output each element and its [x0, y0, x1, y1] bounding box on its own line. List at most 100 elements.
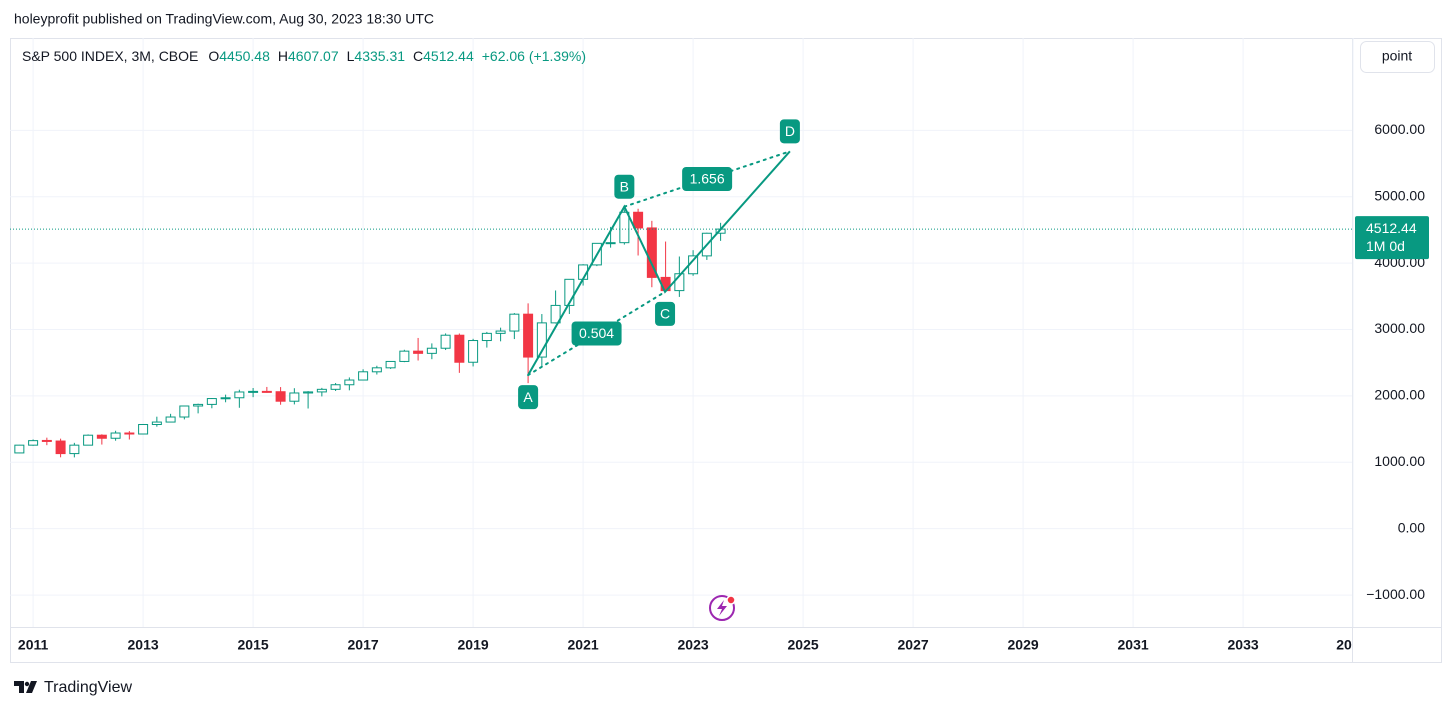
x-tick-label: 2027 [898, 637, 929, 653]
candle-body [633, 211, 644, 229]
candle-body [220, 397, 231, 400]
pattern-ratio-line [623, 150, 791, 208]
candle-body [193, 403, 204, 407]
grid [10, 38, 1354, 627]
candle-body [289, 392, 300, 402]
x-tick-label: 20 [1336, 637, 1352, 653]
y-tick-label: 6000.00 [1374, 121, 1425, 137]
candle-body [440, 334, 451, 349]
candle-body [248, 390, 259, 393]
price-tag [1355, 216, 1429, 260]
price-tag-countdown: 1M 0d [1366, 238, 1405, 254]
point-box [518, 385, 539, 410]
candle-body [371, 367, 382, 373]
x-tick-label: 2023 [678, 637, 709, 653]
chart-frame [10, 38, 1442, 663]
header: holeyprofit published on TradingView.com… [14, 11, 434, 27]
footer-brand: TradingView [44, 679, 132, 696]
x-tick-label: 2031 [1118, 637, 1149, 653]
candle-body [275, 391, 286, 402]
candle-body [206, 398, 217, 405]
legend-part: 4335.31 [354, 48, 405, 64]
candle-body [619, 211, 630, 244]
legend-part: L [347, 48, 355, 64]
legend: S&P 500 INDEX, 3M, CBOE O4450.48 H4607.07 L… [22, 48, 586, 64]
y-tick-label: 3000.00 [1374, 320, 1425, 336]
pattern-ratio-line [527, 290, 667, 377]
candle-body [344, 379, 355, 386]
candle-body [454, 334, 465, 363]
candle-body [564, 278, 575, 306]
x-tick-label: 2013 [128, 637, 159, 653]
ratio-label: 0.504 [579, 325, 614, 341]
legend-part: 4450.48 [219, 48, 270, 64]
candle-body [28, 440, 39, 446]
candle-body [69, 444, 80, 455]
candle-body [495, 330, 506, 334]
tv-logo [14, 681, 37, 693]
y-tick-label: 2000.00 [1374, 387, 1425, 403]
candle-body [138, 424, 149, 435]
legend-part: 4512.44 [423, 48, 474, 64]
candle-body [330, 384, 341, 390]
legend-line: S&P 500 INDEX, 3M, CBOE O4450.48 H4607.07 L… [22, 48, 586, 64]
candle-body [536, 322, 547, 358]
legend-part: H [278, 48, 288, 64]
point-button[interactable] [1360, 41, 1435, 73]
plot: 0.504 1.656 A B C D [10, 119, 1352, 458]
candle-body [179, 405, 190, 418]
candle-body [413, 350, 424, 354]
ratio-box [571, 321, 622, 346]
y-tick-label: 5000.00 [1374, 187, 1425, 203]
x-tick-label: 2017 [348, 637, 379, 653]
candle-body [605, 242, 616, 245]
x-tick-label: 2011 [18, 637, 49, 653]
lightning-icon [709, 595, 736, 621]
point-label: A [523, 389, 533, 405]
point-box [779, 119, 800, 144]
x-tick-label: 2025 [788, 637, 819, 653]
candle-body [468, 340, 479, 363]
candle-body [316, 388, 327, 393]
x-tick-label: 2033 [1228, 637, 1259, 653]
legend-part: S&P 500 INDEX, 3M, CBOE [22, 48, 198, 64]
candle-body [165, 416, 176, 423]
y-tick-label: −1000.00 [1366, 586, 1425, 602]
candle-body [14, 444, 25, 454]
x-tick-label: 2021 [568, 637, 599, 653]
ratio-label: 1.656 [690, 171, 725, 187]
x-tick-label: 2029 [1008, 637, 1039, 653]
y-tick-label: 1000.00 [1374, 453, 1425, 469]
candle-body [303, 391, 314, 394]
ratio-box [682, 167, 733, 192]
point-label: C [660, 306, 670, 322]
point-box [655, 301, 676, 326]
candle-body [481, 332, 492, 342]
legend-part: O [208, 48, 219, 64]
candle-body [124, 432, 135, 435]
candle-body [261, 390, 272, 393]
x-tick-label: 2019 [458, 637, 489, 653]
point-label: D [785, 123, 795, 139]
point-button-label[interactable]: point [1382, 48, 1412, 64]
x-tick-label: 2015 [238, 637, 269, 653]
pattern-leg [527, 150, 791, 376]
price-tag-value: 4512.44 [1366, 220, 1417, 236]
legend-part: +62.06 (+1.39%) [482, 48, 586, 64]
candle-body [151, 421, 162, 426]
candle-body [358, 371, 369, 381]
candle-body [426, 347, 437, 354]
legend-part: 4607.07 [288, 48, 339, 64]
candle-body [550, 304, 561, 324]
candle-body [110, 432, 121, 439]
candle-body [234, 391, 245, 399]
candle-body [41, 439, 52, 442]
candle-body [399, 350, 410, 362]
y-tick-label: 0.00 [1398, 519, 1425, 535]
point-box [614, 174, 635, 199]
candle-body [385, 360, 396, 369]
point-label: B [620, 178, 629, 194]
candle-body [55, 440, 66, 455]
